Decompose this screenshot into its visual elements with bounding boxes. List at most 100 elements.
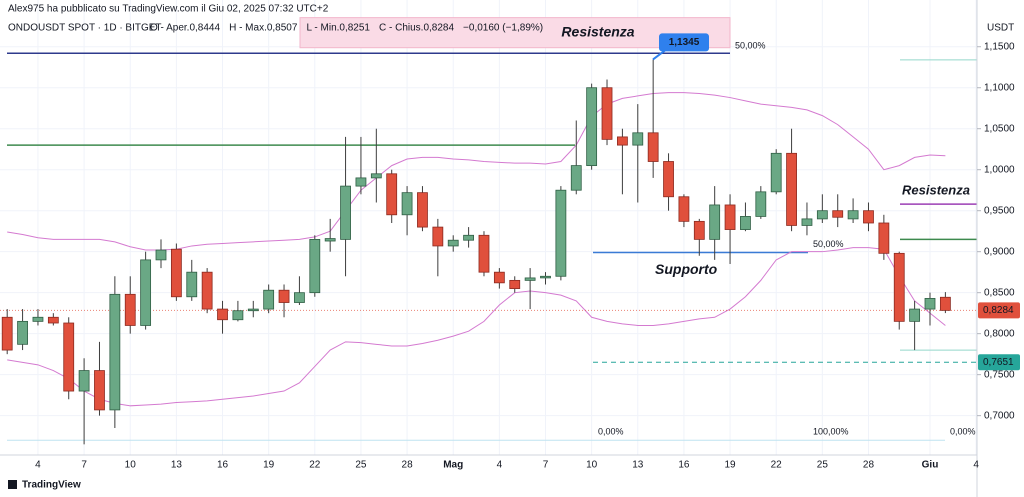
level-label: 50,00% [735,41,766,51]
x-tick-label: 13 [171,460,183,471]
y-tick-label: 1,1500 [984,41,1015,52]
candle-body [478,234,490,273]
y-tick-label: 0,8000 [984,328,1015,339]
y-tick-label: 1,0500 [984,123,1015,134]
candle-body [924,298,936,310]
candle-body [632,132,644,146]
candle-body [294,292,305,303]
candle-body [447,239,459,247]
candle-body [893,252,905,322]
candle-body [263,289,275,310]
candle-body [801,218,813,226]
y-tick-label: 0,9000 [984,246,1015,257]
candle-body [140,259,152,326]
candle-body [693,220,705,240]
last-price-label: 0,8284 [983,305,1014,316]
x-tick-label: 16 [217,460,229,471]
candle-body [724,204,736,230]
level-label: 100,00% [813,427,849,437]
candle-body [1,316,13,351]
resistance-zone [299,17,731,49]
x-tick-label: 19 [263,460,275,471]
candle-body [324,238,336,242]
chart-title: ONDOUSDT SPOT · 1D · BITGET [8,23,162,34]
candle-body [309,238,321,294]
candle-body [878,222,890,254]
y-tick-label: 0,7000 [984,410,1015,421]
candle-body [617,136,628,146]
level-label: 0,7651 [983,357,1014,368]
price-tag [978,302,1020,319]
y-tick-label: 1,1000 [984,82,1015,93]
candle-body [509,279,521,289]
zone-label: Resistenza [561,24,634,40]
ohlc-label: −0,0160 (−1,89%) [463,23,543,34]
price-tag [978,354,1020,371]
candle-body [386,173,398,216]
candle-body [155,249,167,261]
candle-body [32,316,44,322]
candle-body [232,310,244,321]
candle-body [247,308,259,312]
brand: TradingView [22,480,81,491]
x-tick-label: 25 [817,460,829,471]
x-tick-label: Mag [443,460,463,471]
candle-body [709,204,721,240]
candle-body [816,210,828,220]
candle-body [463,234,475,241]
x-tick-label: 28 [863,460,875,471]
candle-body [417,192,428,228]
level-label: Supporto [655,261,718,277]
y-tick-label: 0,7500 [984,369,1015,380]
x-tick-label: 4 [35,460,41,471]
ohlc-label: L - Min.0,8251 [306,23,370,34]
x-tick-label: 4 [973,460,979,471]
x-tick-label: 19 [724,460,736,471]
x-tick-label: 10 [125,460,137,471]
callout-label: 1,1345 [669,37,700,48]
x-tick-label: 25 [355,460,367,471]
candle-body [770,152,782,193]
candle-body [47,316,59,324]
candle-body [217,308,228,321]
candle-body [432,226,444,247]
candle-body [540,275,551,279]
candle-body [847,210,859,220]
band-line [7,92,946,251]
x-tick-label: Giu [922,460,939,471]
candle-body [17,320,28,345]
candle-body [355,177,367,187]
candle-body [663,161,674,198]
brand-logo: TradingView [8,480,81,491]
x-tick-label: 13 [632,460,644,471]
level-label: 0,00% [598,427,624,437]
candle-body [909,308,921,322]
y-tick-label: 0,8500 [984,287,1015,298]
callout-pointer [652,49,666,61]
candle-body [863,210,874,224]
candle-body [832,210,844,218]
level-label: Resistenza [902,183,970,198]
candle-body [401,192,413,216]
candle-body [201,271,213,310]
candle-body [186,271,198,298]
ohlc-label: H - Max.0,8507 [229,23,298,34]
x-tick-label: 7 [81,460,87,471]
axis-unit: USDT [987,23,1014,34]
caption: Alex975 ha pubblicato su TradingView.com… [8,4,329,15]
candle-body [755,191,767,217]
x-tick-label: 7 [543,460,549,471]
candle-body [170,248,182,298]
candle-body [939,296,951,311]
y-tick-label: 0,9500 [984,205,1015,216]
level-label: 0,00% [950,427,976,437]
y-tick-label: 1,0000 [984,164,1015,175]
candle-body [524,277,536,281]
candle-body [493,271,505,284]
candle-body [124,293,136,326]
callout-box [659,33,709,52]
candle-body [370,173,382,179]
x-tick-label: 16 [678,460,690,471]
candle-body [740,216,751,230]
